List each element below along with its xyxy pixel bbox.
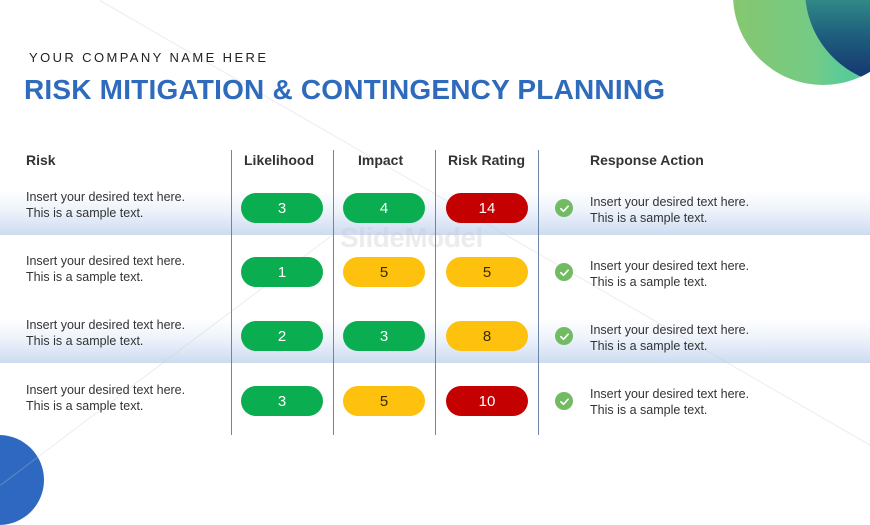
risk-description: Insert your desired text here.This is a … (26, 383, 185, 414)
column-header-risk-rating: Risk Rating (448, 152, 525, 168)
response-action-text: Insert your desired text here.This is a … (590, 195, 749, 226)
column-divider (333, 150, 334, 435)
column-header-response-action: Response Action (590, 152, 704, 168)
risk-text-line: Insert your desired text here. (26, 383, 185, 399)
risk-text-line: Insert your desired text here. (26, 318, 185, 334)
check-circle-icon (555, 199, 573, 217)
response-text-line: Insert your desired text here. (590, 387, 749, 403)
risk-text-line: This is a sample text. (26, 334, 185, 350)
risk-text-line: This is a sample text. (26, 270, 185, 286)
likelihood-pill: 2 (241, 321, 323, 351)
likelihood-pill: 1 (241, 257, 323, 287)
column-header-likelihood: Likelihood (244, 152, 314, 168)
decorative-circle-top-right (733, 0, 870, 85)
response-action-text: Insert your desired text here.This is a … (590, 259, 749, 290)
watermark: SlideModel (340, 222, 483, 254)
column-header-impact: Impact (358, 152, 403, 168)
rating-pill: 5 (446, 257, 528, 287)
response-text-line: This is a sample text. (590, 339, 749, 355)
response-action-text: Insert your desired text here.This is a … (590, 323, 749, 354)
risk-description: Insert your desired text here.This is a … (26, 254, 185, 285)
response-text-line: Insert your desired text here. (590, 195, 749, 211)
check-circle-icon (555, 327, 573, 345)
response-text-line: Insert your desired text here. (590, 323, 749, 339)
check-circle-icon (555, 392, 573, 410)
risk-text-line: This is a sample text. (26, 206, 185, 222)
column-divider (435, 150, 436, 435)
likelihood-pill: 3 (241, 386, 323, 416)
check-circle-icon (555, 263, 573, 281)
column-header-risk: Risk (26, 152, 56, 168)
likelihood-pill: 3 (241, 193, 323, 223)
column-divider (231, 150, 232, 435)
decorative-circle-overlay (805, 0, 870, 85)
risk-text-line: Insert your desired text here. (26, 254, 185, 270)
response-text-line: This is a sample text. (590, 403, 749, 419)
response-text-line: This is a sample text. (590, 275, 749, 291)
page-title: RISK MITIGATION & CONTINGENCY PLANNING (24, 74, 665, 106)
response-text-line: Insert your desired text here. (590, 259, 749, 275)
rating-pill: 8 (446, 321, 528, 351)
impact-pill: 4 (343, 193, 425, 223)
impact-pill: 5 (343, 386, 425, 416)
risk-description: Insert your desired text here.This is a … (26, 190, 185, 221)
response-action-text: Insert your desired text here.This is a … (590, 387, 749, 418)
risk-description: Insert your desired text here.This is a … (26, 318, 185, 349)
company-name: YOUR COMPANY NAME HERE (29, 50, 268, 65)
response-text-line: This is a sample text. (590, 211, 749, 227)
rating-pill: 14 (446, 193, 528, 223)
impact-pill: 5 (343, 257, 425, 287)
risk-text-line: Insert your desired text here. (26, 190, 185, 206)
risk-text-line: This is a sample text. (26, 399, 185, 415)
column-divider (538, 150, 539, 435)
impact-pill: 3 (343, 321, 425, 351)
rating-pill: 10 (446, 386, 528, 416)
